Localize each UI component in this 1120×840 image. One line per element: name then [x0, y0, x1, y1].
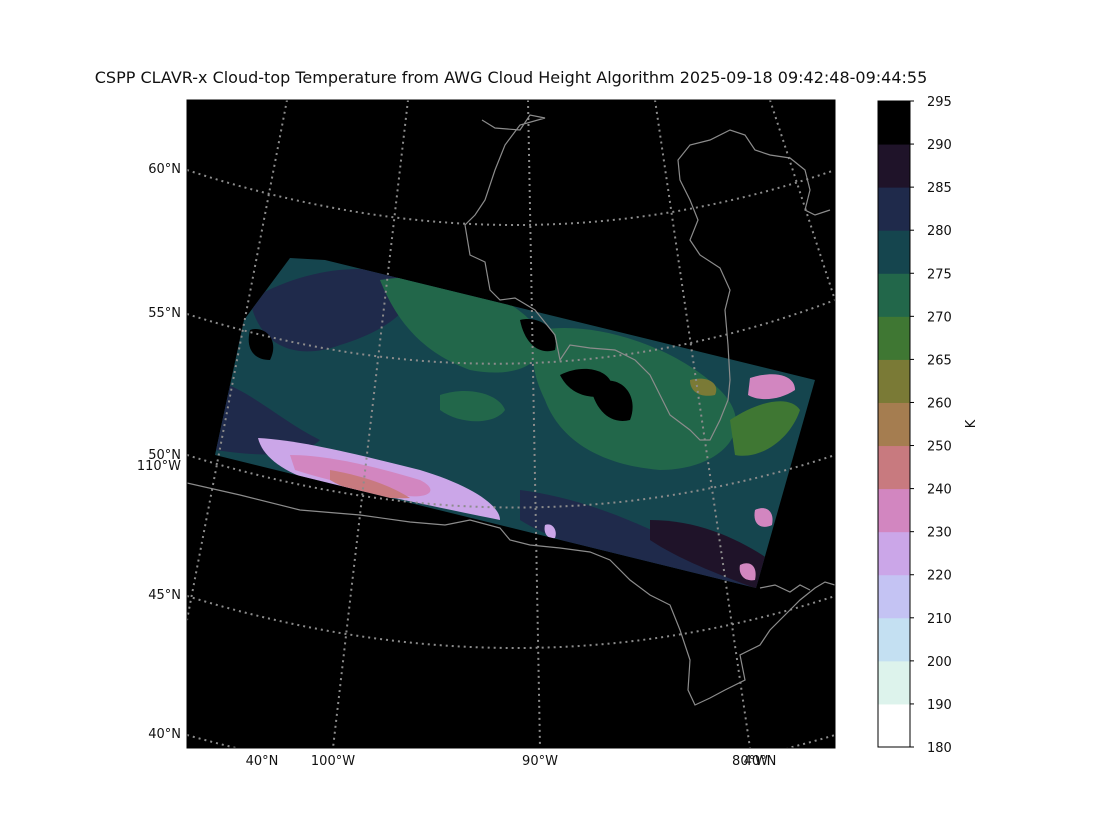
cloud-temperature-swath — [215, 258, 815, 588]
lake-outline — [759, 584, 811, 593]
colorbar-tick-label: 230 — [927, 526, 952, 541]
colorbar-tick-label: 295 — [927, 95, 952, 110]
lat-label-45n: 45°N — [148, 588, 181, 603]
parallel-60n — [187, 169, 835, 226]
lat-label-40n: 40°N — [148, 727, 181, 742]
colorbar-frame — [877, 100, 911, 748]
bottom-label-40n-right: 40°N — [744, 754, 777, 769]
colorbar-swatch — [878, 703, 910, 748]
coastlines — [187, 114, 835, 706]
lat-label-60n: 60°N — [148, 162, 181, 177]
colorbar-tick-label: 265 — [927, 353, 952, 368]
bottom-label-90w: 90°W — [522, 754, 558, 769]
colorbar-swatch — [878, 273, 910, 317]
parallel-55n — [187, 299, 835, 365]
graticule — [187, 100, 835, 748]
colorbar-tick-label: 220 — [927, 569, 952, 584]
colorbar-tick-label: 190 — [927, 698, 952, 713]
lat-label-55n: 55°N — [148, 306, 181, 321]
colorbar-tick-label: 240 — [927, 483, 952, 498]
colorbar-tick-label: 180 — [927, 741, 952, 756]
colorbar-swatch — [878, 531, 910, 576]
lat-label-50n: 50°N — [148, 448, 181, 463]
meridian-85w — [654, 100, 751, 748]
colorbar: 295 290 285 280 275 270 265 260 250 240 230 220 210 2… — [877, 95, 952, 756]
map-title: CSPP CLAVR-x Cloud-top Temperature from … — [94, 68, 928, 87]
colorbar-tick-label: 270 — [927, 310, 952, 325]
colorbar-tick-label: 260 — [927, 396, 952, 411]
meridian-95w — [332, 100, 409, 748]
colorbar-swatch — [878, 101, 910, 145]
colorbar-swatch — [878, 187, 910, 231]
colorbar-swatch — [878, 144, 910, 188]
colorbar-tick-label: 280 — [927, 224, 952, 239]
bottom-label-80w: 80°W — [732, 754, 768, 769]
colorbar-swatch — [878, 316, 910, 360]
colorbar-tick-label: 285 — [927, 181, 952, 196]
colorbar-tick-label: 250 — [927, 440, 952, 455]
bottom-label-40n-left: 40°N — [246, 754, 279, 769]
colorbar-tick-label: 200 — [927, 655, 952, 670]
hudson-bay-west-coast — [464, 114, 831, 441]
colorbar-swatch — [878, 230, 910, 274]
colorbar-swatch — [878, 660, 910, 705]
colorbar-swatch — [878, 574, 910, 619]
us-canada-border — [187, 482, 835, 706]
colorbar-tick-label: 275 — [927, 267, 952, 282]
map-frame-border — [186, 99, 836, 749]
colorbar-swatch — [878, 359, 910, 403]
lon-label-110w: 110°W — [137, 459, 181, 474]
colorbar-tick-label: 290 — [927, 138, 952, 153]
meridian-100w — [187, 100, 288, 621]
colorbar-swatch — [878, 445, 910, 490]
parallel-45n — [187, 595, 835, 649]
parallel-50n — [187, 454, 835, 509]
meridian-90w — [527, 100, 541, 748]
bottom-label-100w: 100°W — [311, 754, 355, 769]
meridian-80w — [769, 100, 835, 301]
colorbar-unit-label: K — [964, 419, 979, 428]
colorbar-swatch — [878, 402, 910, 447]
colorbar-tick-label: 210 — [927, 612, 952, 627]
colorbar-swatch — [878, 488, 910, 533]
colorbar-swatch — [878, 617, 910, 662]
